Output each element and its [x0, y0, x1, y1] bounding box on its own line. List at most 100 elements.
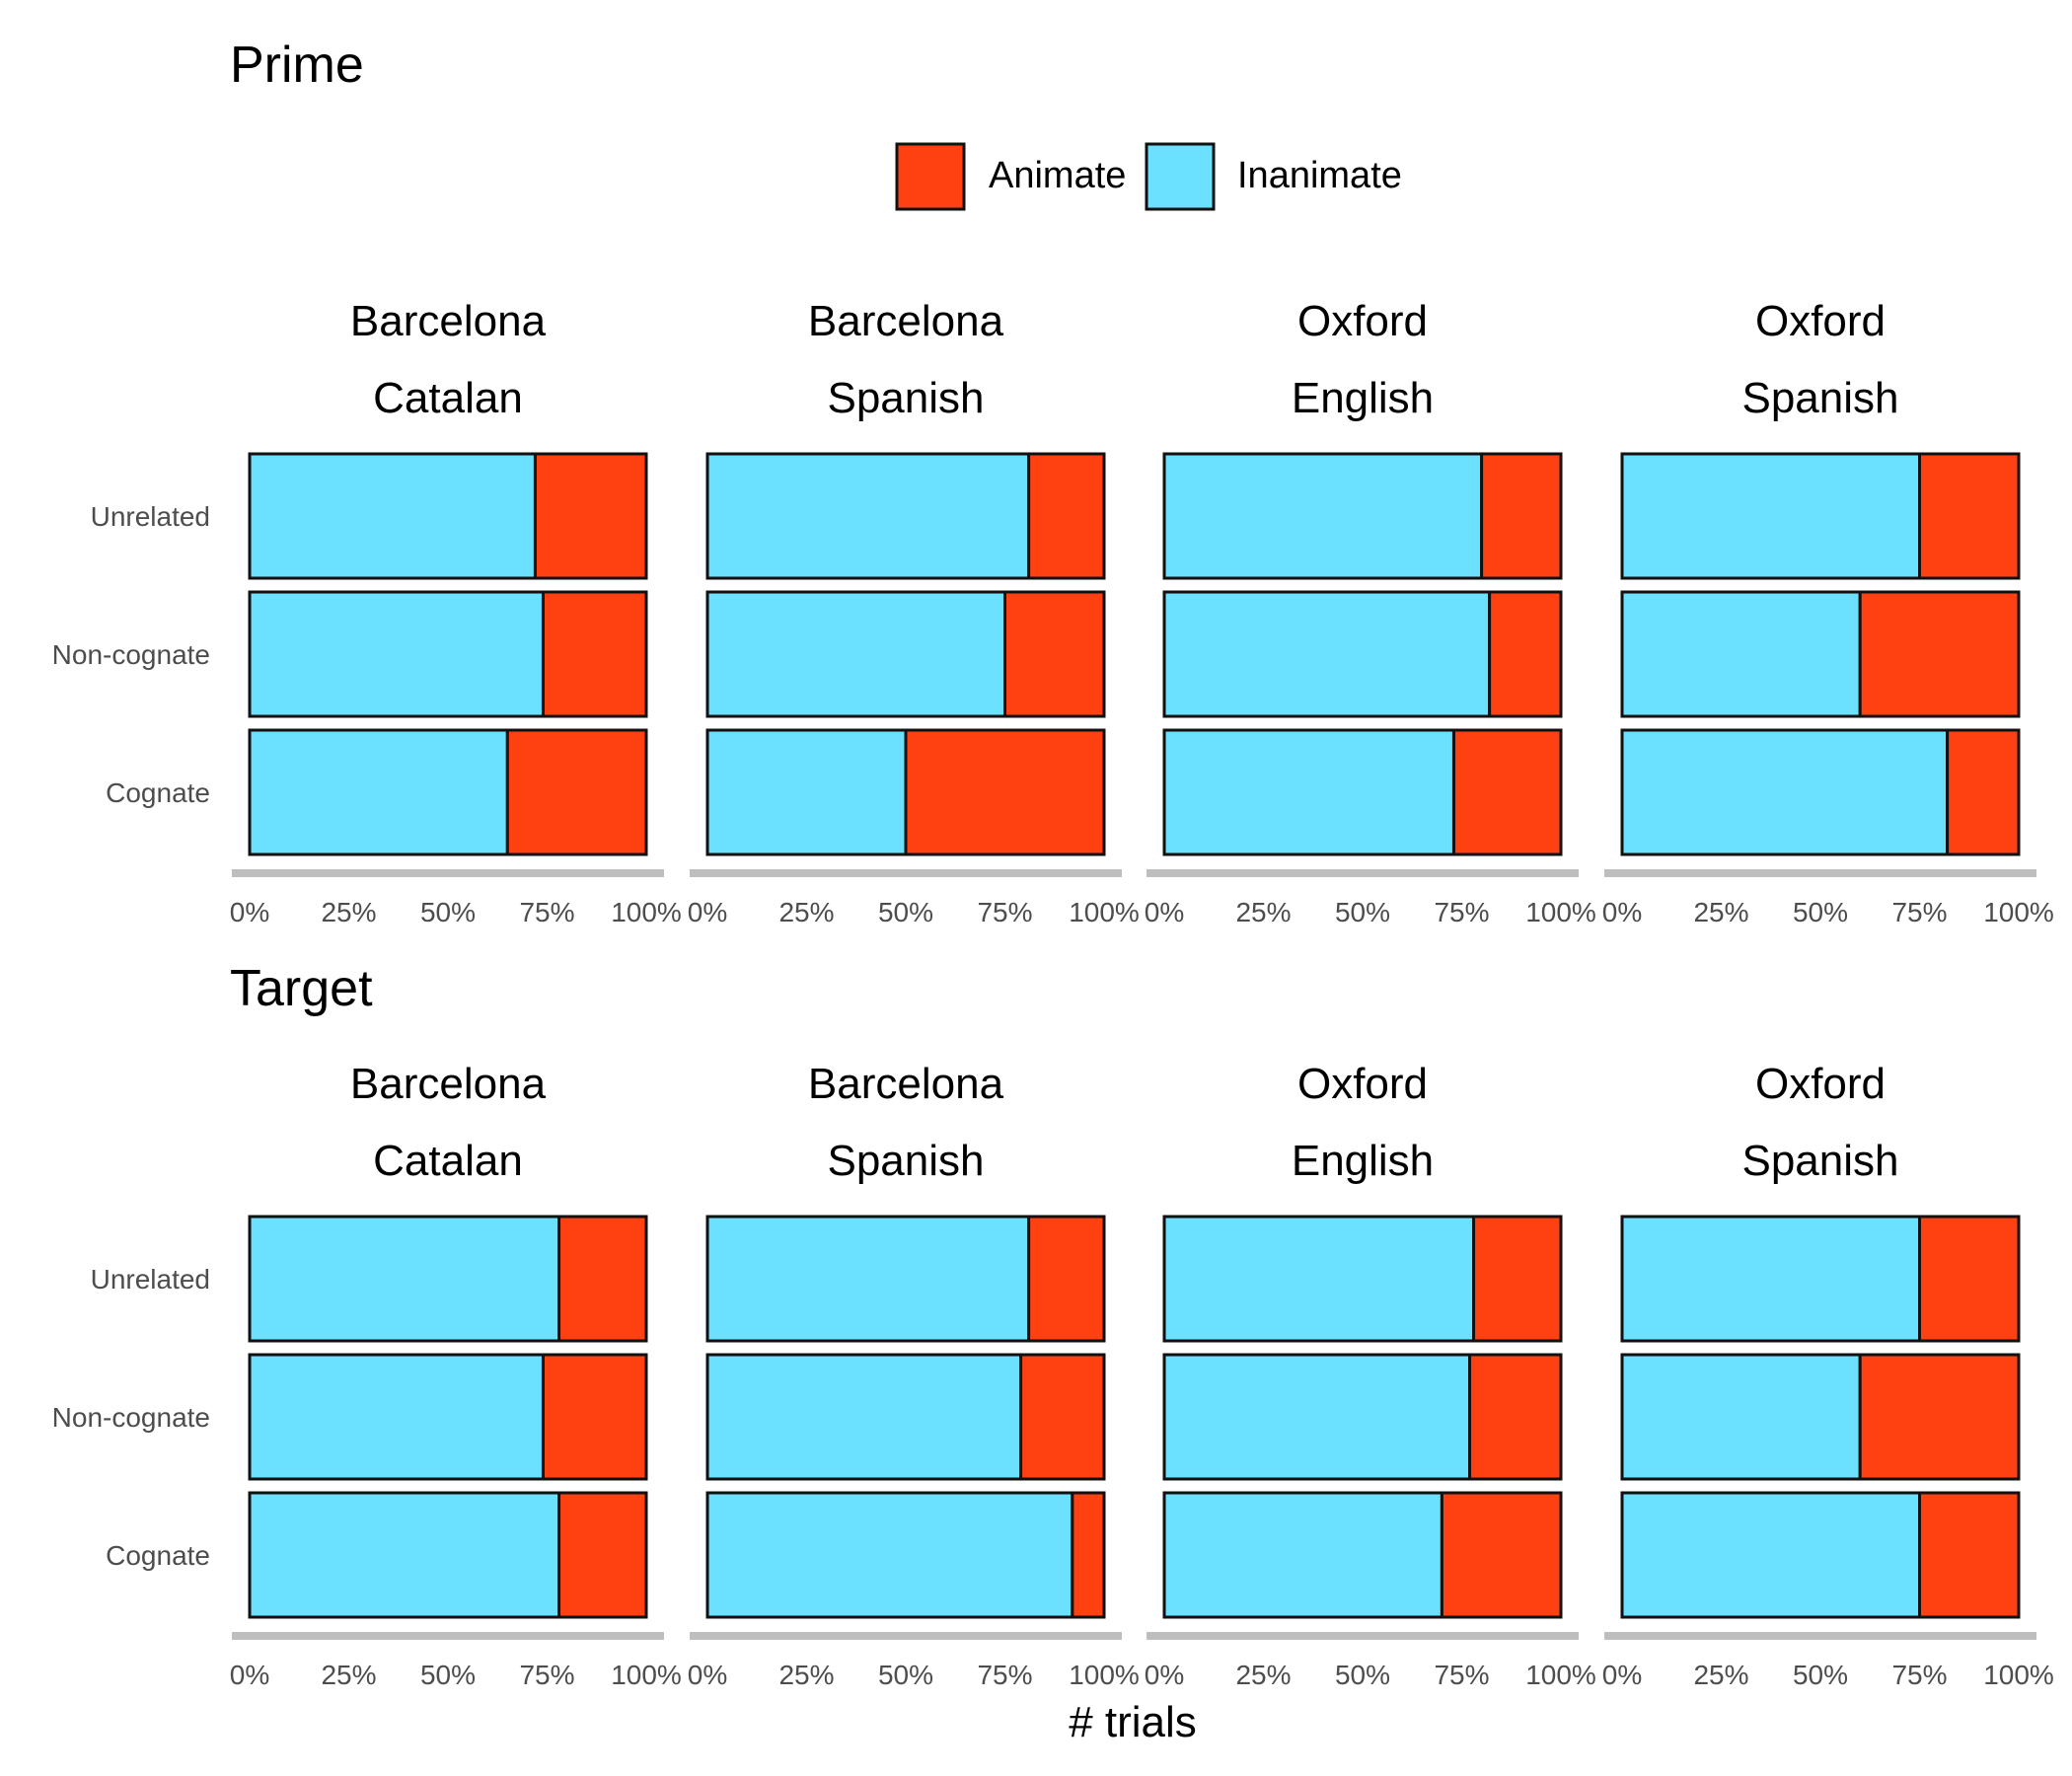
y-tick-label: Cognate	[106, 777, 210, 808]
chart-block-target: Target Unrelated Non-cognate Cognate Barcelo…	[52, 960, 2054, 1690]
y-tick-label: Non-cognate	[52, 1402, 210, 1433]
bar-inanimate	[1162, 452, 1484, 580]
x-tick-label: 100%	[611, 1660, 682, 1690]
x-tick-label: 75%	[1434, 897, 1489, 927]
facet-strip-line1: Barcelona	[350, 1060, 547, 1108]
x-tick-label: 50%	[1335, 897, 1390, 927]
x-tick-label: 50%	[420, 1660, 476, 1690]
bar-animate	[1858, 590, 2021, 718]
bar-animate	[1468, 1353, 1563, 1481]
x-tick-label: 25%	[321, 1660, 376, 1690]
bar-animate	[1003, 590, 1106, 718]
facet-strip-line2: English	[1292, 1137, 1434, 1185]
x-tick-label: 100%	[611, 897, 682, 927]
bar-animate	[1440, 1491, 1563, 1619]
x-tick-label: 100%	[1069, 897, 1140, 927]
x-tick-label: 0%	[688, 897, 727, 927]
x-tick-label: 25%	[778, 897, 834, 927]
bar-inanimate	[1162, 1215, 1476, 1343]
bar-animate	[904, 728, 1106, 856]
bar-inanimate	[705, 452, 1031, 580]
x-tick-label: 75%	[519, 897, 574, 927]
facet-strip-line1: Oxford	[1297, 297, 1428, 345]
bar-animate	[1480, 452, 1563, 580]
bar-animate	[1451, 728, 1563, 856]
facet-panel: Barcelona Spanish 0% 25% 50% 75% 100%	[688, 1060, 1140, 1690]
block-title: Prime	[230, 37, 364, 94]
x-tick-label: 0%	[1145, 1660, 1184, 1690]
x-tick-label: 100%	[1983, 897, 2054, 927]
x-tick-label: 100%	[1525, 1660, 1596, 1690]
x-tick-label: 50%	[878, 897, 933, 927]
bar-animate	[557, 1215, 648, 1343]
facet-strip-line2: Spanish	[827, 1137, 984, 1185]
bar-inanimate	[248, 1491, 561, 1619]
y-tick-label: Unrelated	[91, 501, 210, 532]
facet-strip-line1: Barcelona	[808, 1060, 1004, 1108]
x-tick-label: 0%	[688, 1660, 727, 1690]
x-tick-label: 75%	[519, 1660, 574, 1690]
x-tick-label: 100%	[1983, 1660, 2054, 1690]
facet-strip-line2: Catalan	[373, 1137, 523, 1185]
bar-animate	[1027, 1215, 1106, 1343]
bar-animate	[533, 452, 648, 580]
facet-strip-line2: Spanish	[1741, 374, 1898, 422]
x-tick-label: 100%	[1525, 897, 1596, 927]
bar-inanimate	[1620, 728, 1950, 856]
facet-panel: Oxford English 0% 25% 50% 75% 100%	[1145, 1060, 1596, 1690]
legend: Animate Inanimate	[895, 142, 1402, 211]
bar-inanimate	[1620, 1491, 1921, 1619]
x-tick-label: 50%	[1793, 897, 1848, 927]
bar-animate	[541, 1353, 648, 1481]
bar-inanimate	[248, 1215, 561, 1343]
x-tick-label: 25%	[1693, 1660, 1748, 1690]
bar-animate	[1858, 1353, 2021, 1481]
bar-animate	[1071, 1491, 1106, 1619]
bar-animate	[1918, 1215, 2021, 1343]
bar-inanimate	[705, 1215, 1031, 1343]
facet-strip-line2: Catalan	[373, 374, 523, 422]
x-tick-label: 75%	[1891, 897, 1947, 927]
bar-inanimate	[705, 1353, 1023, 1481]
x-tick-label: 50%	[420, 897, 476, 927]
facet-panel: Oxford Spanish 0% 25% 50% 75% 100%	[1602, 1060, 2054, 1690]
facet-strip-line1: Oxford	[1755, 1060, 1886, 1108]
block-title: Target	[230, 960, 373, 1017]
bar-inanimate	[1620, 590, 1862, 718]
x-tick-label: 25%	[1693, 897, 1748, 927]
x-tick-label: 0%	[1145, 897, 1184, 927]
x-tick-label: 25%	[1235, 1660, 1291, 1690]
bar-animate	[1918, 1491, 2021, 1619]
bar-inanimate	[248, 590, 545, 718]
legend-animate-swatch	[895, 142, 966, 211]
bar-animate	[1488, 590, 1563, 718]
facet-panel: Oxford English 0% 25% 50% 75% 100%	[1145, 297, 1596, 927]
legend-inanimate-label: Inanimate	[1237, 155, 1402, 196]
x-tick-label: 0%	[1602, 1660, 1642, 1690]
panels: Prime Unrelated Non-cognate Cognate Barcelon…	[52, 37, 2054, 1690]
y-tick-label: Cognate	[106, 1540, 210, 1571]
x-tick-label: 100%	[1069, 1660, 1140, 1690]
x-tick-label: 50%	[1335, 1660, 1390, 1690]
x-tick-label: 50%	[1793, 1660, 1848, 1690]
bar-inanimate	[248, 1353, 545, 1481]
bar-inanimate	[248, 452, 537, 580]
bar-inanimate	[1162, 1491, 1443, 1619]
bar-inanimate	[705, 590, 1006, 718]
x-tick-label: 25%	[321, 897, 376, 927]
bar-inanimate	[248, 728, 509, 856]
x-tick-label: 75%	[977, 897, 1032, 927]
bar-inanimate	[1620, 1353, 1862, 1481]
facet-strip-line1: Oxford	[1297, 1060, 1428, 1108]
facet-panel: Barcelona Catalan 0% 25% 50% 75% 100%	[230, 297, 682, 927]
bar-inanimate	[1620, 1215, 1921, 1343]
facet-panel: Barcelona Catalan 0% 25% 50% 75% 100%	[230, 1060, 682, 1690]
x-tick-label: 0%	[1602, 897, 1642, 927]
facet-strip-line2: Spanish	[1741, 1137, 1898, 1185]
x-tick-label: 0%	[230, 1660, 269, 1690]
x-tick-label: 25%	[1235, 897, 1291, 927]
facet-strip-line1: Barcelona	[808, 297, 1004, 345]
chart-block-prime: Prime Unrelated Non-cognate Cognate Barcelon…	[52, 37, 2054, 927]
x-tick-label: 75%	[1434, 1660, 1489, 1690]
